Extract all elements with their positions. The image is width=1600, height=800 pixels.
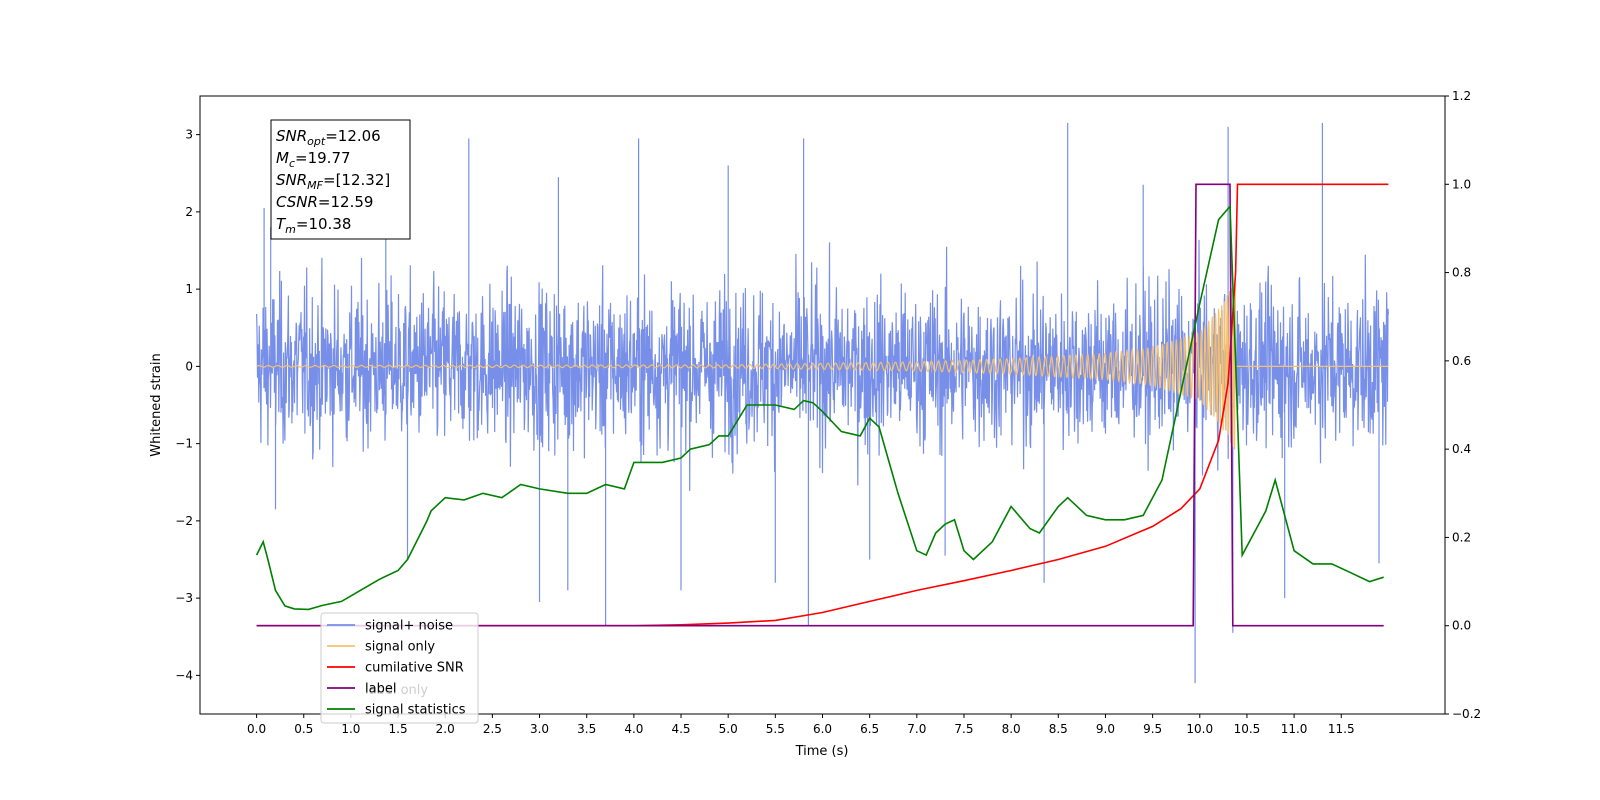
y-tick-label: −2 [175,514,193,528]
annotation-line: Tm=10.38 [276,215,351,236]
series-label-line [256,183,1384,627]
legend-entry-label: signal only [365,640,435,655]
y-right-tick-label: 0.4 [1452,442,1471,456]
x-tick-label: 7.0 [907,722,926,736]
y-right-tick-label: 1.0 [1452,177,1471,191]
x-axis-label: Time (s) [795,744,849,759]
y-tick-label: 3 [185,128,193,142]
annotation-box: SNRopt=12.06Mc=19.77SNRMF=[12.32]CSNR=12… [270,119,411,240]
y-tick-label: 2 [185,205,193,219]
legend-entry-label: cumilative SNR [365,661,464,676]
x-tick-label: 7.5 [954,722,973,736]
series-signal-statistics-line [255,204,1384,611]
x-tick-label: 9.5 [1143,722,1162,736]
annotation-frame [270,119,411,240]
y-tick-label: −4 [175,668,193,682]
legend-entry-label: signal+ noise [365,619,453,634]
annotation-line: SNRMF=[12.32] [276,171,390,192]
x-tick-label: 1.0 [341,722,360,736]
legend-frame [320,612,479,724]
y-right-tick-label: 0.2 [1452,530,1471,544]
x-tick-label: 10.5 [1234,722,1261,736]
y-right-tick-label: 0.6 [1452,354,1471,368]
x-tick-label: 4.0 [624,722,643,736]
series-signal-only-line [256,284,1389,450]
x-tick-label: 2.5 [483,722,502,736]
x-tick-label: 6.5 [860,722,879,736]
x-tick-label: 9.0 [1096,722,1115,736]
legend-entry-label: signal statistics [365,703,466,718]
y-right-tick-label: 1.2 [1452,89,1471,103]
annotation-line: CSNR=12.59 [276,193,373,211]
y-axis-label: Whitened strain [149,353,164,456]
series-cumulative-snr-line [256,183,1389,627]
x-tick-label: 0.0 [247,722,266,736]
axis-layer: 0.0 0.5 1.0 1.5 2.0 2.5 3.0 3.5 4.0 4.5 5.0 5.5 6.0 6… [175,89,1481,736]
x-tick-label: 8.0 [1002,722,1021,736]
annotation-line: SNRopt=12.06 [276,127,381,148]
annotation-line: Mc=19.77 [276,149,351,170]
y-right-tick-label: 0.8 [1452,266,1471,280]
x-tick-label: 5.5 [766,722,785,736]
x-tick-label: 0.5 [294,722,313,736]
x-tick-label: 6.0 [813,722,832,736]
x-tick-label: 4.5 [671,722,690,736]
y-tick-label: −1 [175,437,193,451]
x-tick-label: 10.0 [1186,722,1213,736]
x-tick-label: 3.5 [577,722,596,736]
legend-entry-label: label [365,682,396,697]
y-tick-label: −3 [175,591,193,605]
y-right-tick-label: 0.0 [1452,619,1471,633]
series-layer [255,123,1389,684]
x-tick-label: 1.5 [389,722,408,736]
x-tick-label: 8.5 [1049,722,1068,736]
y-tick-label: 1 [185,282,193,296]
x-tick-label: 11.0 [1281,722,1308,736]
x-tick-label: 2.0 [436,722,455,736]
x-tick-label: 3.0 [530,722,549,736]
x-tick-label: 5.0 [719,722,738,736]
y-tick-label: 0 [185,359,193,373]
y-right-tick-label: −0.2 [1452,707,1481,721]
x-tick-label: 11.5 [1328,722,1355,736]
